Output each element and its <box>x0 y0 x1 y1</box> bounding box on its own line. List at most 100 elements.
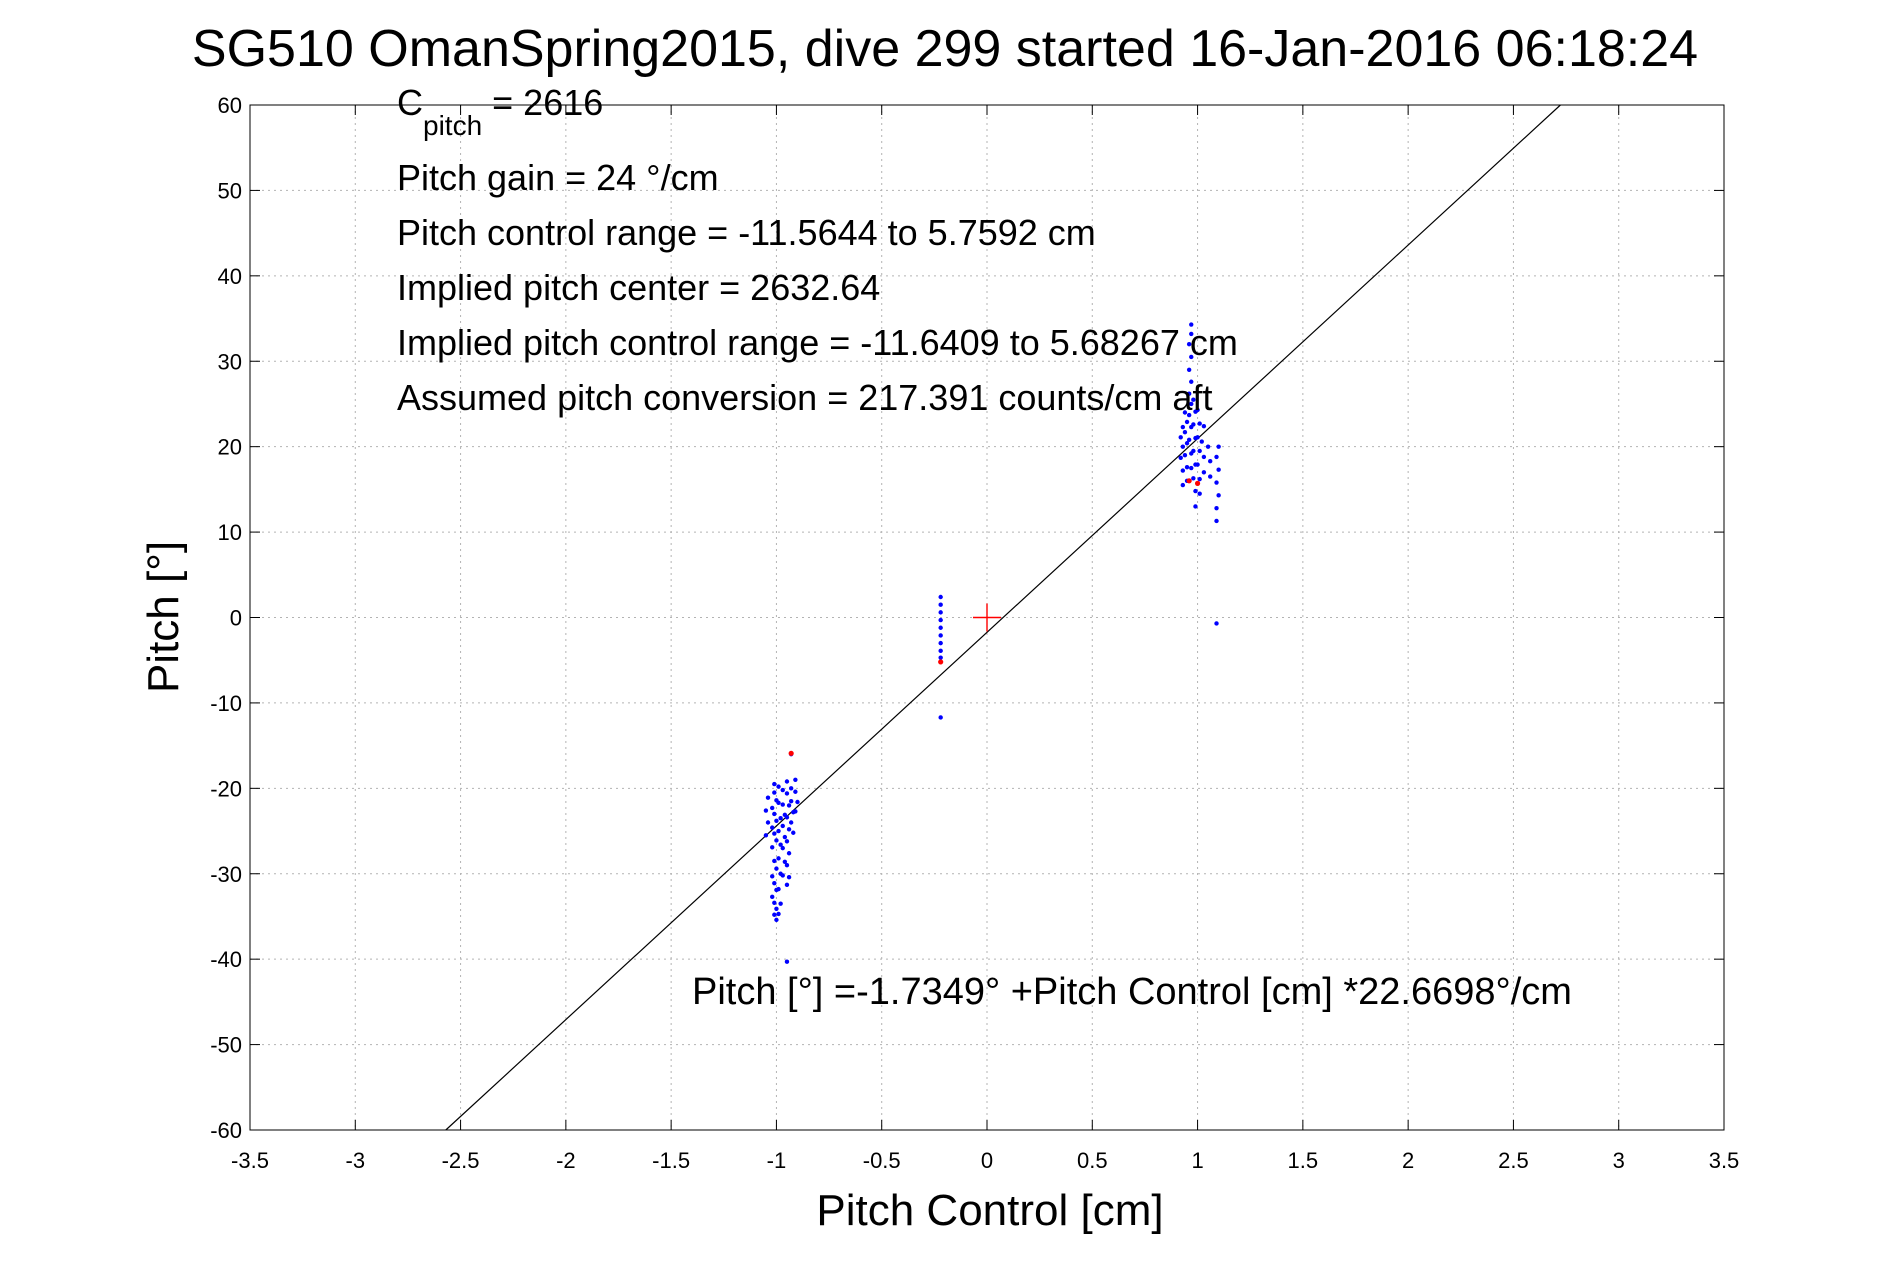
y-tick-label: 10 <box>218 520 242 545</box>
data-point <box>780 823 785 829</box>
data-point <box>770 894 775 900</box>
data-point <box>1197 476 1202 482</box>
data-point <box>776 856 781 861</box>
data-point <box>772 880 777 886</box>
data-point <box>786 874 792 880</box>
data-point <box>770 825 775 830</box>
data-point <box>1193 488 1198 494</box>
data-point <box>776 886 781 892</box>
y-tick-label: -10 <box>210 691 242 716</box>
data-point <box>1197 421 1202 426</box>
x-tick-label: -1 <box>767 1148 787 1173</box>
y-tick-label: 50 <box>218 178 242 203</box>
data-point <box>793 777 798 782</box>
annotation-c-pitch: Cpitch = 2616 <box>397 82 603 141</box>
data-point <box>763 808 769 813</box>
data-point <box>1189 322 1194 327</box>
data-point <box>1186 391 1192 396</box>
data-point <box>780 845 785 851</box>
data-point <box>1195 435 1200 440</box>
data-point <box>774 866 779 871</box>
data-point <box>772 811 777 817</box>
data-point <box>780 787 785 793</box>
data-point <box>1197 491 1202 496</box>
data-point <box>1193 504 1198 509</box>
y-tick-label: -20 <box>210 776 242 801</box>
data-point <box>1214 505 1219 511</box>
data-point <box>1189 331 1194 337</box>
data-point <box>1201 423 1207 429</box>
data-point <box>772 912 777 917</box>
y-tick-label: -50 <box>210 1033 242 1058</box>
data-point-highlight <box>788 750 794 756</box>
data-point <box>782 834 788 840</box>
data-point <box>1186 437 1192 443</box>
data-point <box>1205 444 1211 449</box>
y-tick-label: 40 <box>218 264 242 289</box>
data-point <box>1182 429 1188 435</box>
data-point <box>1214 621 1219 626</box>
y-tick-label: 20 <box>218 435 242 460</box>
data-point <box>772 831 777 836</box>
y-tick-labels: -60 -50 -40 -30 -20 -10 0 10 20 30 40 50 60 <box>210 93 242 1143</box>
data-point <box>1184 419 1190 425</box>
data-point <box>938 715 943 720</box>
data-points <box>763 322 1221 964</box>
data-point <box>776 800 781 806</box>
data-point <box>784 882 790 888</box>
annotation-c-pitch-main: C <box>397 82 423 123</box>
data-point <box>1189 401 1194 407</box>
data-point <box>1184 464 1190 470</box>
data-point <box>1191 448 1196 454</box>
data-point <box>1214 454 1219 460</box>
y-axis-label: Pitch [°] <box>139 541 188 693</box>
annotation-assumed-pitch-conversion: Assumed pitch conversion = 217.391 count… <box>397 377 1212 418</box>
data-point <box>778 901 783 906</box>
data-point <box>1195 407 1200 413</box>
data-point <box>793 789 798 794</box>
data-point <box>1216 493 1221 498</box>
data-point <box>784 779 790 784</box>
data-point <box>938 640 943 646</box>
data-point <box>1180 444 1186 449</box>
chart-title: SG510 OmanSpring2015, dive 299 started 1… <box>192 20 1698 78</box>
x-tick-label: -1.5 <box>652 1148 690 1173</box>
x-tick-label: -0.5 <box>863 1148 901 1173</box>
data-point <box>1197 448 1202 454</box>
fit-line-group <box>445 104 1561 1131</box>
data-point <box>780 802 785 807</box>
data-point <box>784 791 790 796</box>
data-point <box>1182 410 1188 415</box>
data-point <box>780 873 785 878</box>
data-point <box>1191 397 1196 402</box>
data-point <box>788 786 794 791</box>
data-point <box>938 655 943 660</box>
data-point <box>1189 465 1194 471</box>
x-axis-label: Pitch Control [cm] <box>816 1186 1163 1235</box>
data-point <box>1201 470 1207 475</box>
data-point <box>786 803 792 808</box>
data-point <box>1184 441 1190 446</box>
data-point <box>788 798 794 804</box>
data-point <box>770 805 775 811</box>
x-tick-label: 3.5 <box>1709 1148 1740 1173</box>
x-tick-label: 0.5 <box>1077 1148 1108 1173</box>
data-point <box>774 818 779 823</box>
data-point <box>778 842 783 847</box>
data-point <box>938 617 943 623</box>
data-point <box>938 625 943 630</box>
data-point <box>782 859 788 864</box>
y-tick-label: 30 <box>218 349 242 374</box>
data-point <box>938 648 943 654</box>
data-point <box>1189 379 1194 384</box>
x-tick-label: 2.5 <box>1498 1148 1529 1173</box>
data-point <box>774 906 779 911</box>
data-point <box>772 790 777 795</box>
y-tick-label: -60 <box>210 1118 242 1143</box>
annotation-c-pitch-sub: pitch <box>423 110 482 141</box>
data-point <box>1182 453 1188 458</box>
data-point <box>784 815 790 820</box>
data-point <box>788 820 794 825</box>
y-tick-label: 60 <box>218 93 242 118</box>
data-point <box>786 851 792 856</box>
